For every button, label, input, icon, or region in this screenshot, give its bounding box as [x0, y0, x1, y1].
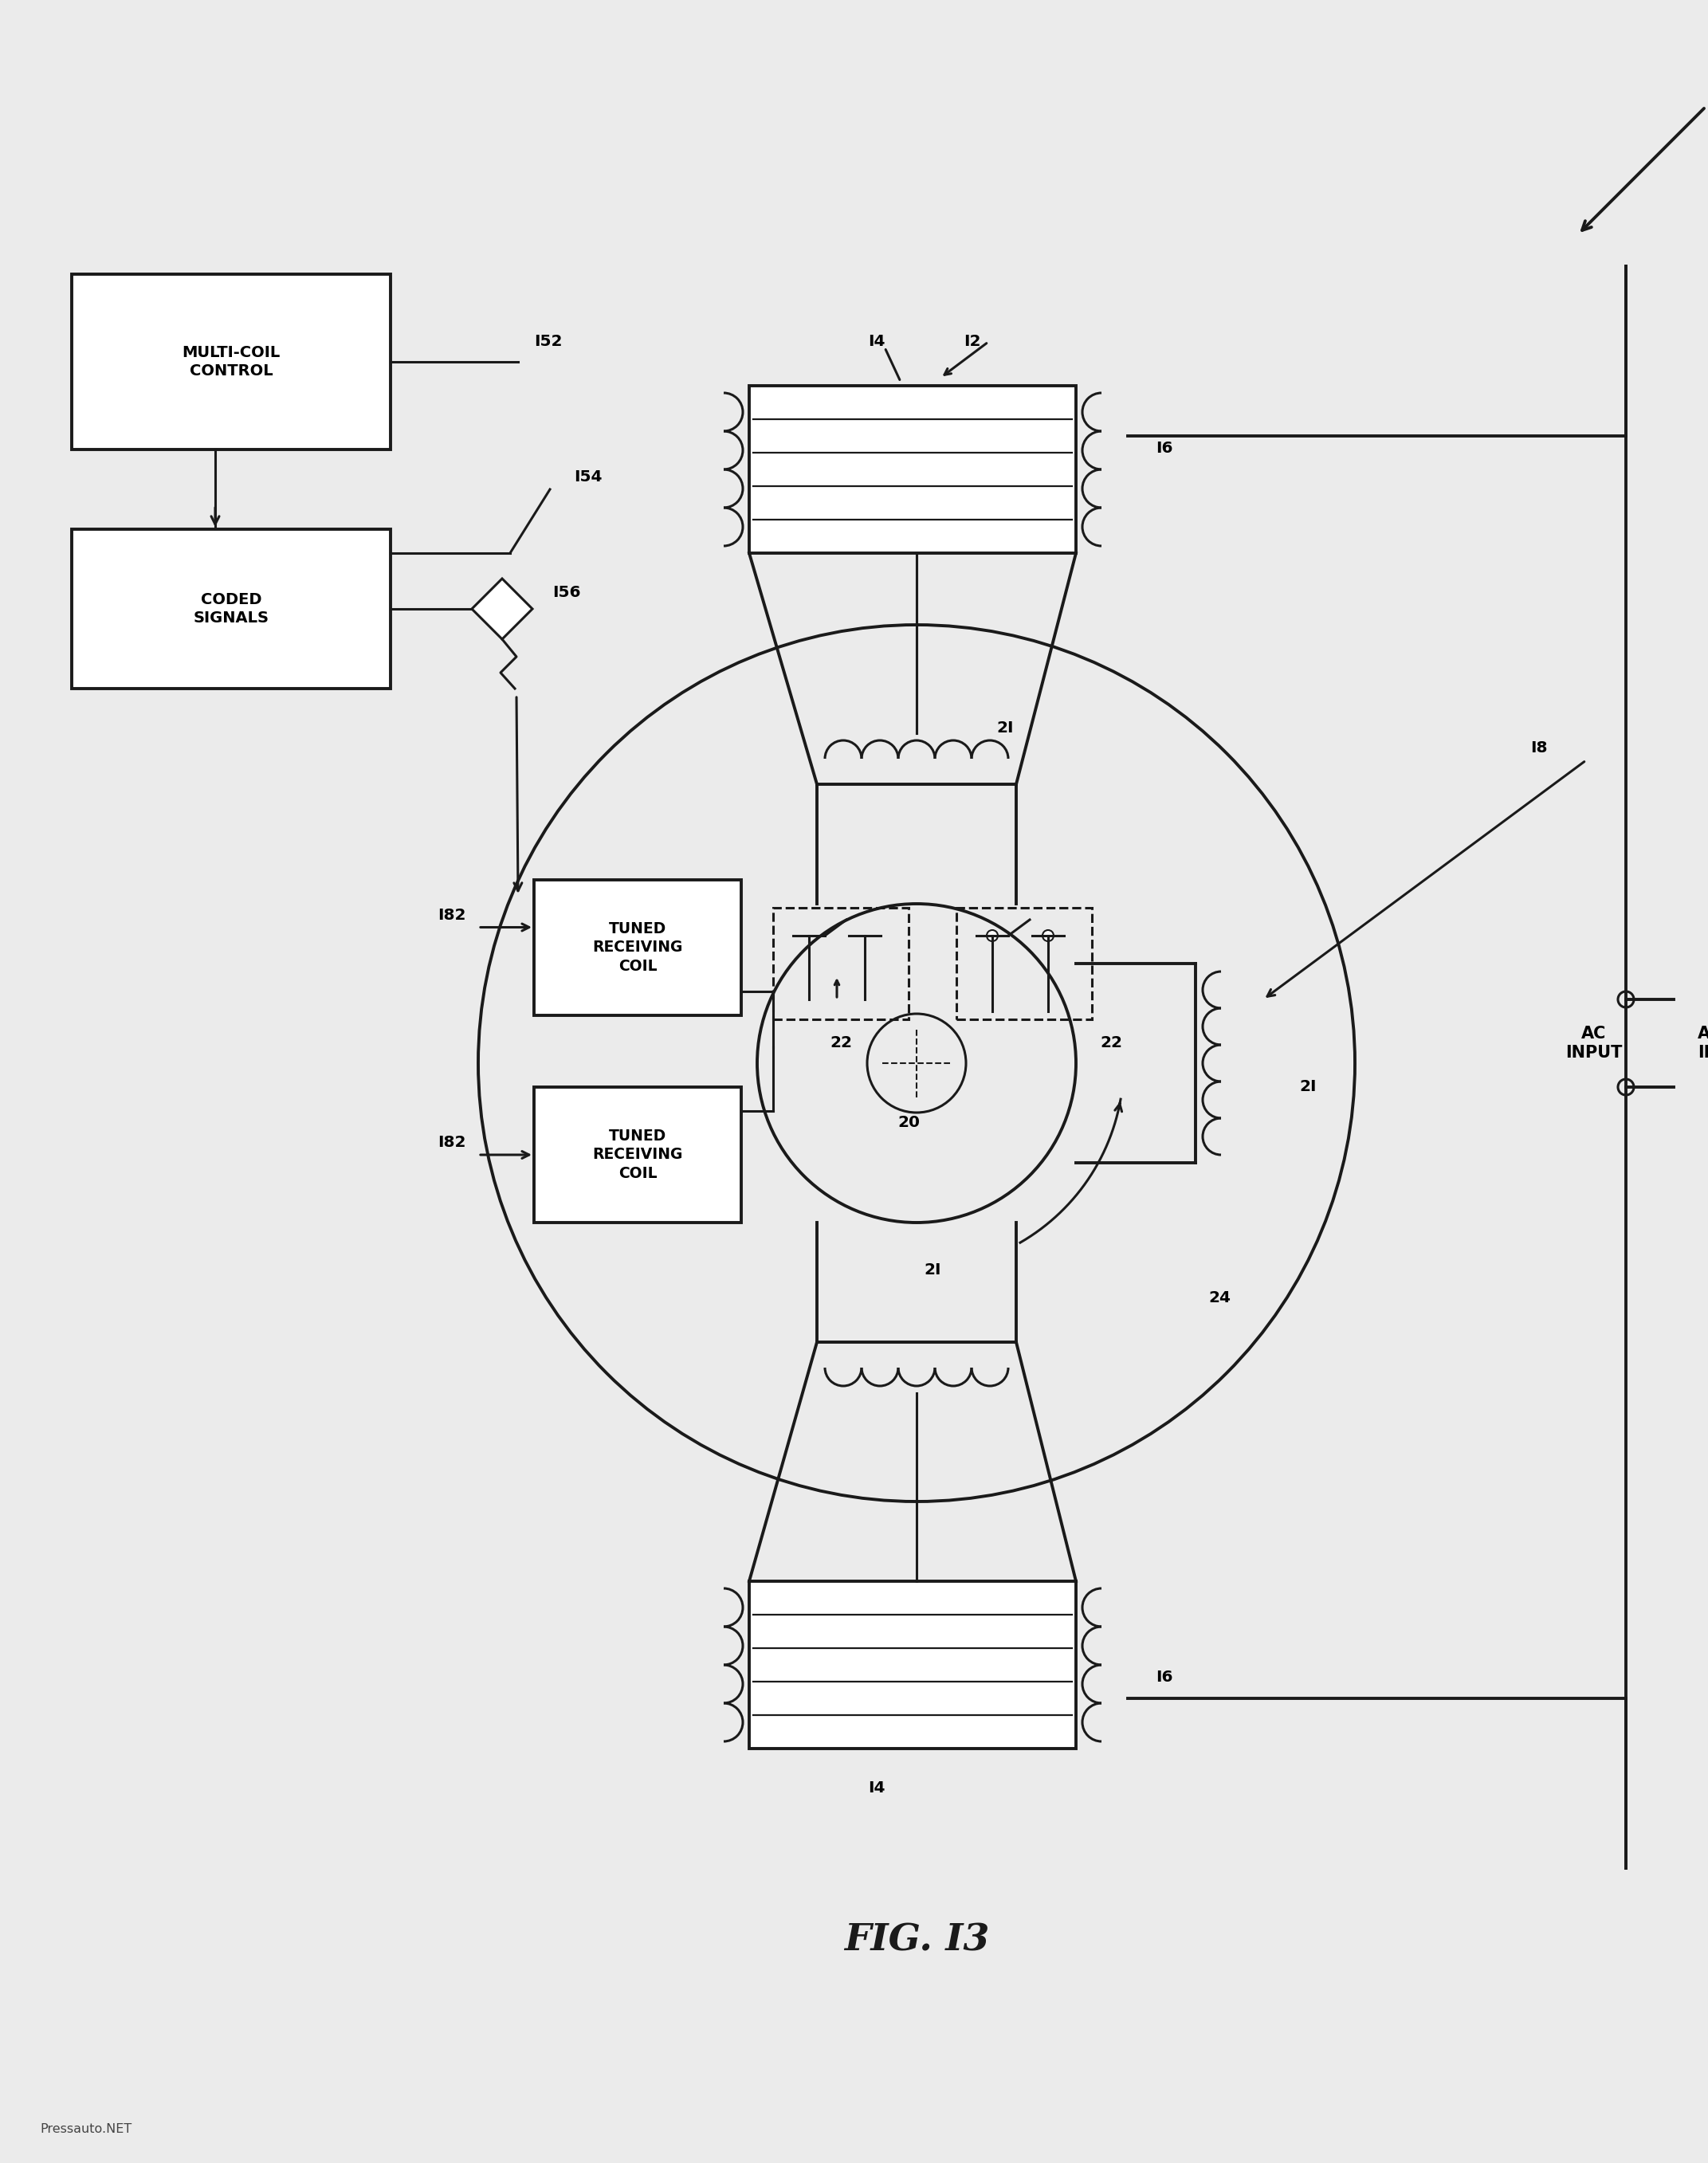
Circle shape: [1042, 930, 1054, 941]
Bar: [956, 908, 1091, 1019]
Text: I4: I4: [868, 1780, 885, 1795]
Text: I56: I56: [552, 584, 581, 599]
Bar: [750, 1581, 1076, 1748]
Text: CODED
SIGNALS: CODED SIGNALS: [193, 593, 268, 625]
Text: 2I: 2I: [996, 720, 1013, 735]
Text: FIG. I3: FIG. I3: [844, 1921, 989, 1958]
Text: I6: I6: [1156, 441, 1173, 456]
Bar: [535, 1088, 741, 1222]
Text: Pressauto.NET: Pressauto.NET: [39, 2124, 132, 2135]
Text: I2: I2: [963, 333, 980, 348]
Text: I52: I52: [535, 333, 562, 348]
Text: 22: 22: [830, 1036, 852, 1051]
Text: I82: I82: [437, 1136, 466, 1151]
Text: I6: I6: [1156, 1670, 1173, 1685]
Circle shape: [1617, 991, 1635, 1008]
Bar: [774, 908, 909, 1019]
Text: 2I: 2I: [1300, 1079, 1317, 1094]
Bar: [750, 385, 1076, 554]
Text: AC
INPUT: AC INPUT: [1566, 1025, 1623, 1060]
Bar: [535, 880, 741, 1014]
Circle shape: [987, 930, 997, 941]
Text: 24: 24: [1208, 1291, 1230, 1306]
Text: 22: 22: [1100, 1036, 1122, 1051]
Text: TUNED
RECEIVING
COIL: TUNED RECEIVING COIL: [593, 1129, 683, 1181]
Text: I54: I54: [574, 469, 603, 485]
Text: 20: 20: [897, 1114, 919, 1129]
Text: MULTI-COIL
CONTROL: MULTI-COIL CONTROL: [183, 344, 280, 379]
Polygon shape: [471, 580, 533, 640]
Circle shape: [1617, 1079, 1635, 1094]
Text: I8: I8: [1530, 740, 1547, 755]
Text: 2I: 2I: [924, 1263, 941, 1278]
Bar: [72, 530, 391, 688]
Text: I82: I82: [437, 906, 466, 921]
Text: TUNED
RECEIVING
COIL: TUNED RECEIVING COIL: [593, 921, 683, 973]
Text: I4: I4: [868, 333, 885, 348]
Bar: [72, 275, 391, 450]
Text: AC
INPUT: AC INPUT: [1698, 1025, 1708, 1060]
